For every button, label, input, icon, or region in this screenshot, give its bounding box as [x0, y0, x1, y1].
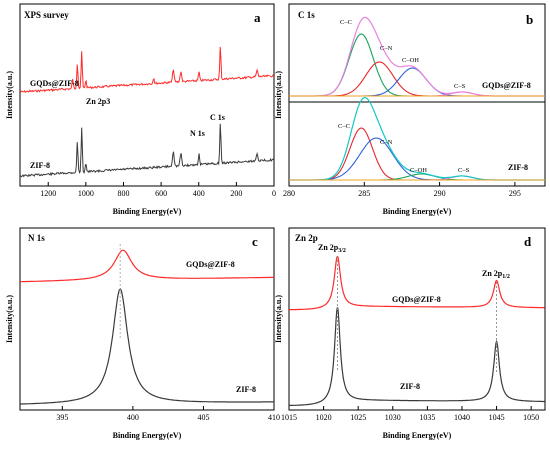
a-label-n1s: N 1s [190, 129, 205, 138]
panel-c-title: N 1s [28, 233, 45, 243]
b-bot-cn: C–N [380, 139, 393, 146]
a-ticklabel-6: 0 [272, 189, 276, 198]
a-label-zn2p3: Zn 2p3 [86, 97, 110, 106]
b-ticklabel-2: 290 [434, 189, 446, 198]
d-ticklabel-6: 1045 [489, 413, 505, 422]
b-bot-cs: C–S [458, 167, 470, 174]
panel-a-title: XPS survey [24, 10, 69, 20]
b-ticklabel-3: 295 [509, 189, 521, 198]
d-ticklabel-2: 1025 [350, 413, 366, 422]
panel-b-title: C 1s [298, 10, 315, 20]
d-label-gqds: GQDs@ZIF-8 [392, 295, 441, 304]
d-peak2-label: Zn 2p1/2 [482, 269, 510, 280]
panel-b-letter: b [526, 12, 533, 27]
d-ticklabel-5: 1040 [454, 413, 470, 422]
panel-b: 280 285 290 295 C 1s b GQDs@ZIF-8 ZIF-8 C–C… [274, 3, 546, 216]
d-ticklabel-0: 1015 [281, 413, 297, 422]
b-xlabel: Binding Energy(eV) [383, 207, 452, 216]
a-label-gqds: GQDs@ZIF-8 [30, 79, 79, 88]
b-bot-cc: C–C [338, 123, 350, 130]
b-top-cs: C–S [454, 83, 466, 90]
d-curve-gqds [289, 256, 545, 311]
panel-a-frame [19, 3, 275, 187]
a-ticklabel-2: 800 [117, 189, 129, 198]
c-curve-gqds [20, 249, 274, 283]
c-ticklabel-0: 395 [56, 413, 68, 422]
d-ticklabel-4: 1035 [419, 413, 435, 422]
c-curve-zif8 [20, 288, 274, 405]
a-ticklabel-3: 600 [155, 189, 167, 198]
a-label-c1s: C 1s [210, 113, 225, 122]
b-ticklabel-0: 280 [283, 189, 295, 198]
b-top-sample: GQDs@ZIF-8 [482, 81, 531, 90]
a-ylabel: Intensity(a.u.) [5, 71, 14, 119]
d-ticklabel-3: 1030 [385, 413, 401, 422]
b-top-comp-1 [289, 61, 544, 97]
d-curve-zif8 [289, 307, 545, 406]
d-label-zif8: ZIF-8 [400, 382, 420, 391]
c-ylabel: Intensity(a.u.) [5, 295, 14, 343]
a-ticklabel-4: 400 [193, 189, 205, 198]
b-top-coh: C–OH [402, 57, 419, 64]
b-ticklabel-1: 285 [358, 189, 370, 198]
c-ticklabel-1: 400 [127, 413, 139, 422]
d-peak1-label: Zn 2p3/2 [318, 243, 346, 254]
a-xlabel: Binding Energy(eV) [113, 207, 182, 216]
a-ticklabel-5: 200 [230, 189, 242, 198]
a-ticklabel-1: 1000 [78, 189, 94, 198]
panel-a-letter: a [254, 10, 261, 25]
c-label-zif8: ZIF-8 [236, 385, 256, 394]
a-curve-gqds [19, 46, 274, 94]
b-top-cc: C–C [340, 19, 352, 26]
a-curve-zif8 [19, 123, 274, 178]
d-ticklabel-7: 1050 [523, 413, 539, 422]
c-ticklabel-3: 410 [268, 413, 280, 422]
d-xlabel: Binding Energy(eV) [383, 431, 452, 440]
panel-c-frame [19, 227, 275, 411]
panel-c: 395 400 405 410 N 1s c GQDs@ZIF-8 ZIF-8 Bin… [5, 227, 280, 440]
panel-d-frame [288, 227, 546, 411]
panel-b-frame [288, 3, 546, 187]
panel-a: 1200 1000 800 600 400 200 0 XPS survey a GQDs@… [5, 3, 276, 216]
d-peak1-text: Zn 2p [318, 243, 339, 252]
d-peak1-sub: 3/2 [338, 248, 346, 254]
panel-d: 1015 1020 1025 1030 1035 1040 1045 1050 Zn 2p d… [274, 227, 546, 440]
d-peak2-text: Zn 2p [482, 269, 503, 278]
a-label-zif8: ZIF-8 [30, 161, 50, 170]
b-bot-coh: C–OH [410, 167, 427, 174]
b-bot-sample: ZIF-8 [508, 163, 528, 172]
d-ticklabel-1: 1020 [316, 413, 332, 422]
b-ylabel: Intensity(a.u.) [274, 71, 283, 119]
panel-d-title: Zn 2p [295, 233, 318, 243]
b-top-cn: C–N [380, 45, 393, 52]
panel-d-letter: d [524, 234, 532, 249]
c-label-gqds: GQDs@ZIF-8 [186, 260, 235, 269]
c-xlabel: Binding Energy(eV) [113, 431, 182, 440]
d-ylabel: Intensity(a.u.) [274, 295, 283, 343]
a-ticklabel-0: 1200 [40, 189, 56, 198]
c-ticklabel-2: 405 [197, 413, 209, 422]
panel-c-letter: c [252, 234, 258, 249]
d-peak2-sub: 1/2 [502, 274, 510, 280]
